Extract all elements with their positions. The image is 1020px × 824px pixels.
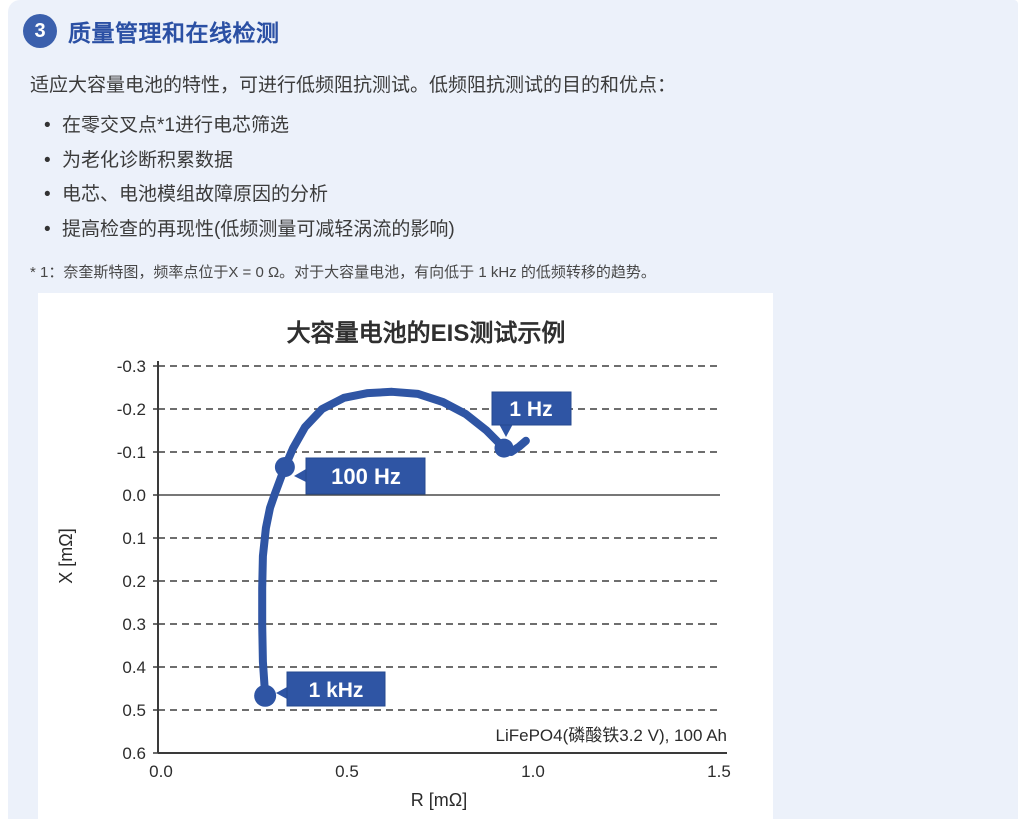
- nyquist-curve-group: [258, 387, 530, 700]
- chart-title: 大容量电池的EIS测试示例: [287, 319, 566, 347]
- callout-100hz-label: 100 Hz: [331, 464, 401, 489]
- x-tick-label: 0.0: [149, 762, 173, 781]
- chart-axes: [153, 361, 727, 754]
- chart-annotation: LiFePO4(磷酸铁3.2 V), 100 Ah: [496, 726, 728, 745]
- callout-1hz-label: 1 Hz: [509, 398, 552, 421]
- callout-1khz: 1 kHz: [276, 671, 386, 707]
- chart-card: 大容量电池的EIS测试示例 -0.3 -0.2 -0.1 0.0 0.1 0.2 0.3 0.…: [38, 293, 773, 819]
- section-title: 质量管理和在线检测: [68, 20, 280, 46]
- y-tick-label: 0.6: [122, 744, 146, 763]
- x-tick-label: 1.5: [707, 762, 731, 781]
- y-tick-label: 0.3: [122, 615, 146, 634]
- y-tick-label: 0.1: [122, 529, 146, 548]
- section-panel: 3 质量管理和在线检测 适应大容量电池的特性，可进行低频阻抗测试。低频阻抗测试的…: [8, 0, 1018, 819]
- data-point-marker: [274, 457, 295, 478]
- nyquist-curve: [258, 387, 530, 700]
- y-tick-label: 0.4: [122, 658, 146, 677]
- x-tick-label: 0.5: [335, 762, 359, 781]
- callout-1khz-label: 1 kHz: [309, 679, 364, 702]
- data-point-marker: [254, 684, 277, 707]
- y-tick-label: -0.3: [117, 357, 146, 376]
- eis-nyquist-chart: 大容量电池的EIS测试示例 -0.3 -0.2 -0.1 0.0 0.1 0.2 0.3 0.…: [56, 319, 731, 810]
- data-point-marker: [494, 438, 514, 458]
- x-tick-label: 1.0: [521, 762, 545, 781]
- callout-1hz: 1 Hz: [491, 391, 572, 437]
- x-axis-label: R [mΩ]: [411, 790, 467, 810]
- data-point-markers: [254, 438, 514, 707]
- y-axis-label: X [mΩ]: [56, 528, 76, 583]
- y-tick-label: 0.2: [122, 572, 146, 591]
- y-tick-label: -0.2: [117, 400, 146, 419]
- callout-100hz: 100 Hz: [294, 457, 426, 495]
- bullet-item: 为老化诊断积累数据: [30, 144, 1018, 179]
- chart-gridlines: [158, 365, 720, 711]
- y-tick-label: -0.1: [117, 443, 146, 462]
- footnote-text: * 1：奈奎斯特图，频率点位于X = 0 Ω。对于大容量电池，有向低于 1 kH…: [30, 264, 656, 281]
- y-tick-label: 0.0: [122, 486, 146, 505]
- section-header: 3 质量管理和在线检测: [23, 13, 1018, 49]
- bullet-list: 在零交叉点*1进行电芯筛选 为老化诊断积累数据 电芯、电池模组故障原因的分析 提…: [30, 109, 1018, 247]
- chart-tick-labels: -0.3-0.2-0.10.00.10.20.30.40.50.60.0 0.5 1…: [117, 357, 731, 781]
- intro-text: 适应大容量电池的特性，可进行低频阻抗测试。低频阻抗测试的目的和优点：: [30, 75, 677, 96]
- section-number-badge: 3: [23, 14, 57, 48]
- bullet-item: 电芯、电池模组故障原因的分析: [30, 178, 1018, 213]
- bullet-item: 在零交叉点*1进行电芯筛选: [30, 109, 1018, 144]
- bullet-item: 提高检查的再现性(低频测量可减轻涡流的影响): [30, 213, 1018, 248]
- y-tick-label: 0.5: [122, 701, 146, 720]
